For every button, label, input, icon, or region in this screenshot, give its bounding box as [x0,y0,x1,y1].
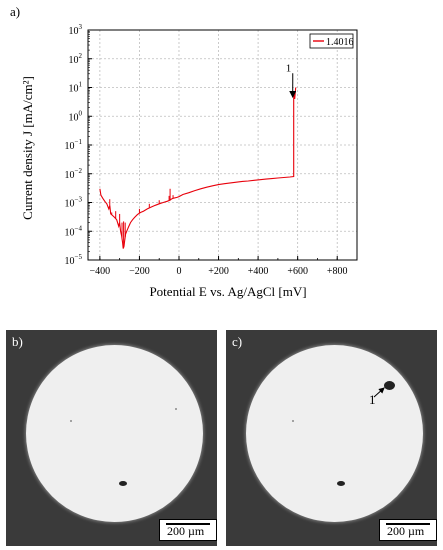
inclusion-dot [119,481,127,486]
surface-speck [175,408,177,410]
specimen-disc [26,345,203,522]
x-axis-label: Potential E vs. Ag/AgCl [mV] [149,284,306,299]
panel-label-a: a) [10,4,21,19]
panel-label-c: c) [232,334,243,349]
annotation-label: 1 [286,62,292,74]
corrosion-pit [384,381,395,390]
legend-box [309,33,354,49]
micrograph-c: c) 1 200 µm [226,330,437,546]
annotation-layer: 1 [286,62,297,98]
y-tick-label: 10−2 [65,167,83,181]
scale-bar [386,523,430,525]
scale-bar-box: 200 µm [379,519,437,541]
x-tick-label: +600 [287,266,308,277]
ticks-layer: −400 −200 0 +200 +400 +600 +800 10−5 10−4 10−3 10−… [65,23,358,277]
pit-arrow [373,387,385,398]
series-layer [99,87,297,249]
inclusion-dot [337,481,345,486]
scale-bar-box: 200 µm [159,519,217,541]
legend: 1.4016 [309,33,354,49]
y-tick-label: 103 [69,23,83,37]
x-tick-label: 0 [176,266,181,277]
y-tick-label: 10−5 [65,253,83,267]
panel-label-b: b) [12,334,23,349]
y-tick-label: 10−3 [65,196,83,210]
micrograph-b: b) 200 µm [6,330,217,546]
surface-speck [70,420,72,422]
y-tick-label: 10−1 [65,138,83,152]
scale-bar [166,523,210,525]
x-tick-label: +200 [208,266,229,277]
grid-layer [88,30,357,260]
surface-speck [292,420,294,422]
y-tick-label: 101 [69,81,83,95]
y-tick-label: 102 [69,52,83,66]
x-tick-label: +800 [327,266,348,277]
y-axis-label: Current density J [mA/cm²] [20,76,35,220]
polarization-chart: −400 −200 0 +200 +400 +600 +800 10−5 10−4 10−3 10−… [20,23,358,299]
legend-label: 1.4016 [326,37,354,48]
x-tick-label: −400 [90,266,111,277]
scale-bar-text: 200 µm [387,524,425,538]
scale-bar-text: 200 µm [167,524,205,538]
y-tick-label: 100 [69,109,83,123]
x-tick-label: −200 [129,266,150,277]
x-tick-label: +400 [248,266,269,277]
y-tick-label: 10−4 [65,224,83,238]
pit-label: 1 [369,392,376,407]
series-line [99,87,297,249]
specimen-disc [246,345,423,522]
